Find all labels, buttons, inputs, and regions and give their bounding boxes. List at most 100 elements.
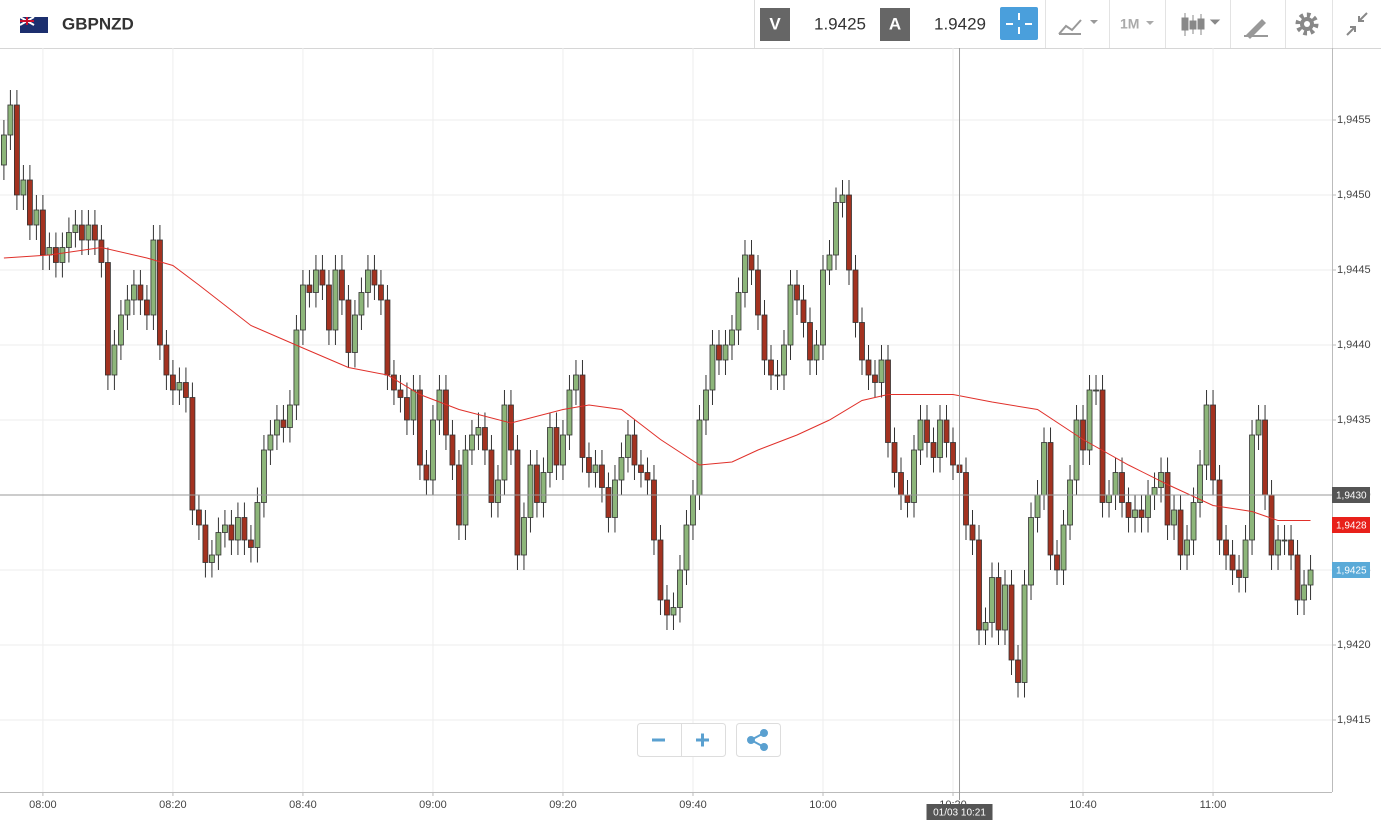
candle-body [670,607,677,616]
x-tick-label: 08:20 [159,799,187,811]
candle-body [1275,539,1281,556]
candle-body [14,104,20,196]
candle-body [1177,509,1184,556]
candle-body [92,224,98,241]
candle-body [1112,472,1119,496]
draw-button[interactable] [1244,19,1268,39]
candle-body [612,479,618,518]
candle-body [332,269,339,331]
candle-body [319,269,326,286]
bid-badge[interactable] [760,8,790,41]
y-tick-label: 1,9450 [1337,189,1371,201]
candle-body [566,389,573,436]
candle-body [1041,442,1047,496]
candle-body [534,464,540,503]
flag-icon [19,16,48,33]
candle-body [748,254,755,271]
candle-body [371,269,378,286]
share-button[interactable] [736,723,781,757]
collapse-button[interactable] [1346,12,1368,36]
candle-body [1145,494,1151,518]
candle-body [924,419,930,443]
candle-body [280,419,287,428]
candle-body [423,464,430,481]
toolbar [0,0,1381,48]
candle-body [865,359,872,376]
candle-body [27,179,33,226]
plot-area [0,48,1332,792]
candle-body [46,247,53,256]
candle-body [274,419,280,436]
candle-body [833,202,839,256]
candles-button[interactable] [1181,13,1221,36]
candle-body [1138,509,1145,518]
candle-body [852,269,859,323]
candle-body [72,224,79,233]
share-icon[interactable] [747,729,768,751]
candle-body [1281,539,1288,542]
crosshair-x-label: 01/03 10:21 [933,808,986,819]
timeframe-caret[interactable] [1146,21,1154,25]
candle-body [1,134,7,166]
candle-body [488,449,495,503]
candle-body [378,284,384,301]
moving-average-line [3,246,1311,521]
ask-badge[interactable] [880,8,910,41]
settings-button[interactable] [1295,12,1319,36]
candle-body [1119,472,1125,503]
candle-body [365,269,371,293]
candle-body [358,292,365,316]
candle-body [995,577,1002,631]
candle-body [222,524,228,533]
candle-body [228,524,235,541]
candle-body [1034,494,1041,518]
candle-body [885,359,891,443]
bid-label[interactable]: V [769,14,781,33]
x-tick-label: 08:00 [29,799,57,811]
candle-body [189,397,196,511]
candle-body [1301,584,1307,601]
candle-body [98,239,105,263]
candle-body [202,524,209,563]
candle-body [111,344,118,376]
candle-body [118,314,124,346]
candle-body [105,262,111,376]
candle-body [638,464,644,473]
candle-body [261,449,267,503]
candle-body [7,104,14,136]
candle-body [1125,502,1132,518]
timeframe[interactable]: 1M [1120,16,1139,32]
candle-body [79,224,85,241]
candle-body [300,284,306,331]
candle-body [150,239,157,316]
candle-body [449,434,456,466]
candle-body [677,569,683,608]
ask-label[interactable]: A [889,14,901,33]
candle-body [605,487,612,518]
candle-body [40,209,46,256]
candle-body [1106,494,1112,503]
bid-price[interactable]: 1.9425 [814,14,866,33]
candle-body [1190,502,1197,541]
ask-price[interactable]: 1.9429 [934,14,986,33]
crosshair-button[interactable] [1000,7,1038,40]
zoom-in-button[interactable] [696,733,709,747]
candle-body [592,464,599,473]
candle-body [1242,539,1249,578]
chart-type-button[interactable] [1058,19,1098,35]
candle-body [527,464,534,518]
y-tick-label: 1,9420 [1337,639,1371,651]
candle-body [482,427,488,451]
x-tick-label: 11:00 [1200,799,1227,811]
candle-body [436,389,443,421]
candle-body [183,382,189,398]
candle-body [33,209,40,226]
candle-body [1015,659,1021,683]
price-marker-label: 1,9428 [1336,521,1367,532]
candle-body [293,329,300,406]
candle-body [846,194,852,271]
candle-body [664,599,670,616]
candle-body [1249,434,1255,541]
